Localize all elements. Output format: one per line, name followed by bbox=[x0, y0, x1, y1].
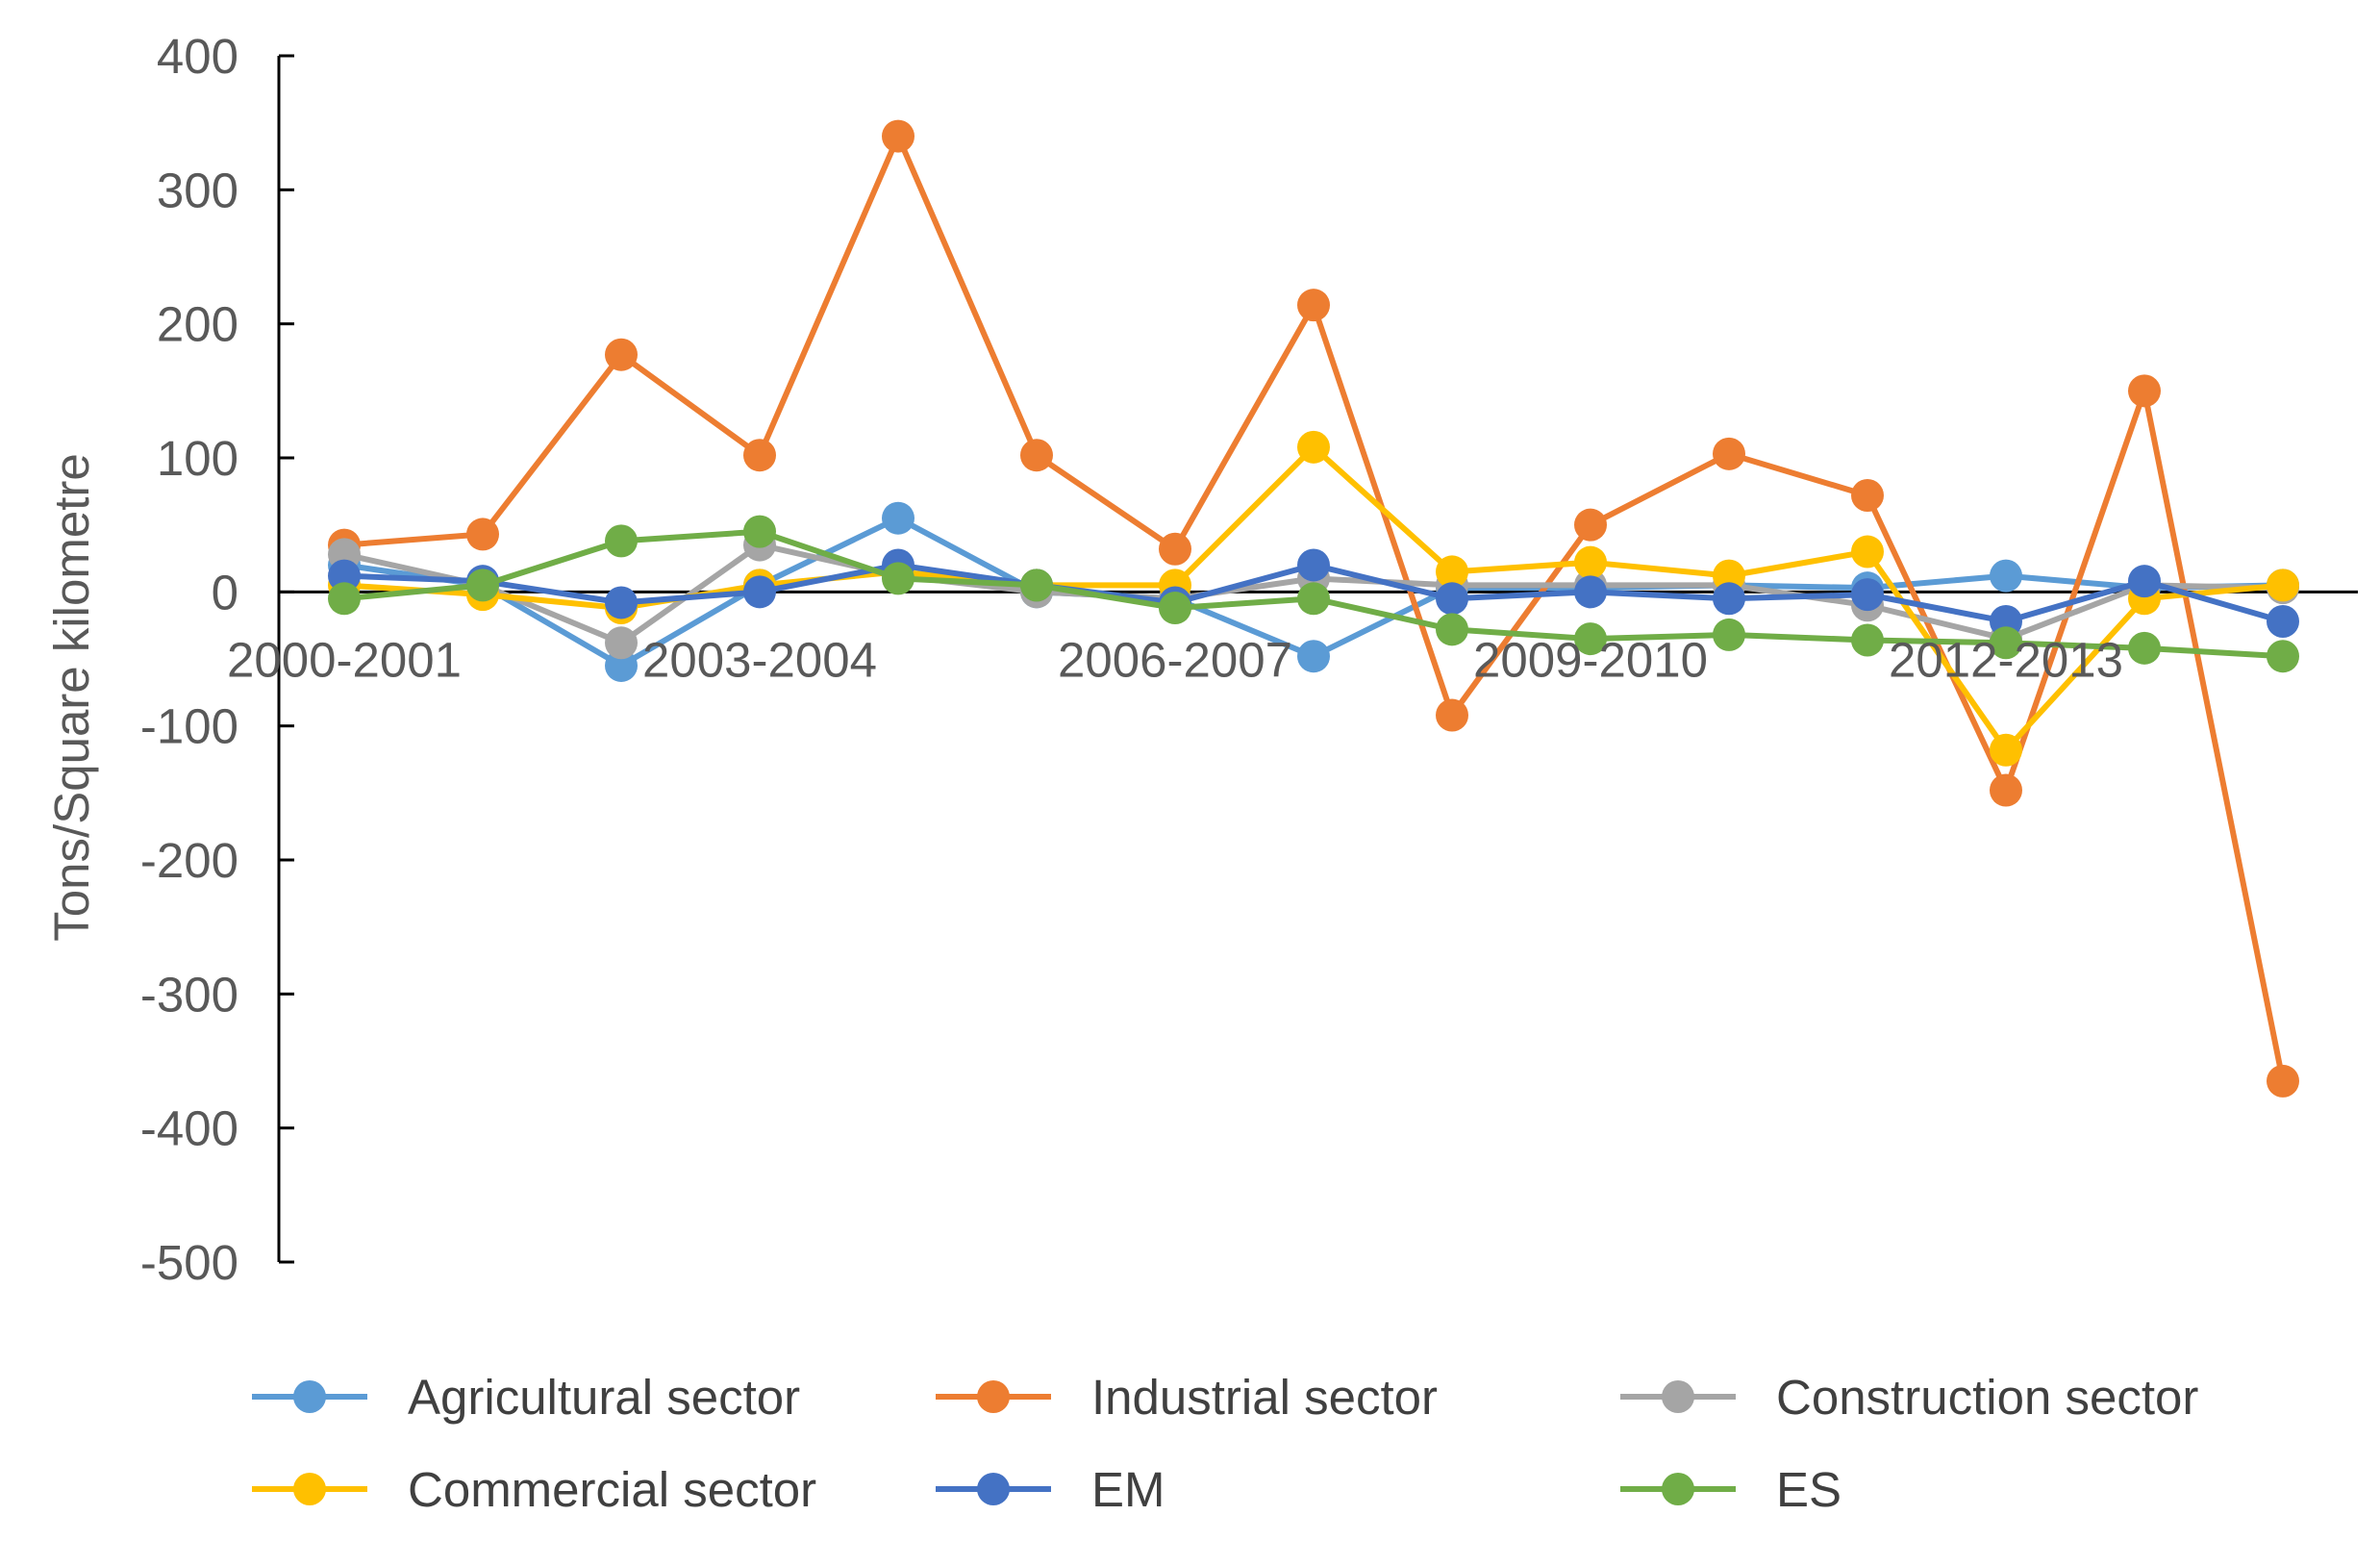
data-point bbox=[1297, 640, 1330, 673]
x-tick-label: 2003-2004 bbox=[642, 632, 877, 687]
data-point bbox=[1159, 532, 1191, 566]
data-point bbox=[1990, 773, 2022, 807]
x-tick-label: 2012-2013 bbox=[1889, 632, 2123, 687]
y-tick-label: 0 bbox=[212, 565, 238, 619]
data-point bbox=[466, 518, 499, 551]
y-tick-label: -400 bbox=[140, 1101, 238, 1156]
data-point bbox=[466, 568, 499, 602]
data-point bbox=[1574, 622, 1607, 656]
tick-labels-group: 400 300 200 100 0 -100 -200 -300 -400 -500 Tons/Sq… bbox=[44, 29, 2123, 1290]
series-es bbox=[328, 515, 2299, 673]
y-tick-label: 300 bbox=[157, 163, 238, 217]
legend-marker bbox=[977, 1380, 1010, 1413]
legend-label: Commercial sector bbox=[408, 1462, 816, 1517]
data-point bbox=[1851, 578, 1884, 612]
data-point bbox=[1713, 437, 1745, 470]
data-point bbox=[1851, 623, 1884, 657]
data-point bbox=[1713, 559, 1745, 593]
data-point bbox=[1297, 548, 1330, 582]
data-point bbox=[605, 338, 638, 371]
y-tick-label: 400 bbox=[157, 29, 238, 84]
data-point bbox=[2267, 604, 2299, 638]
x-tick-label: 2006-2007 bbox=[1058, 632, 1292, 687]
data-point bbox=[2128, 374, 2161, 408]
data-point bbox=[1020, 568, 1053, 602]
data-point bbox=[605, 648, 638, 682]
data-point bbox=[1851, 479, 1884, 513]
data-point bbox=[605, 586, 638, 619]
data-point bbox=[882, 562, 914, 595]
legend-label: Construction sector bbox=[1776, 1370, 2198, 1425]
legend-item: EM bbox=[936, 1462, 1165, 1517]
legend-label: ES bbox=[1776, 1462, 1841, 1517]
legend-marker bbox=[293, 1380, 326, 1413]
data-point bbox=[882, 119, 914, 153]
data-point bbox=[2267, 1064, 2299, 1098]
data-point bbox=[743, 515, 776, 548]
data-point bbox=[328, 559, 361, 593]
legend-marker bbox=[977, 1473, 1010, 1505]
data-point bbox=[1159, 592, 1191, 625]
data-point bbox=[1713, 582, 1745, 616]
y-tick-label: -500 bbox=[140, 1235, 238, 1290]
data-point bbox=[605, 524, 638, 558]
data-point bbox=[1574, 575, 1607, 609]
data-point bbox=[1436, 555, 1468, 589]
legend-label: Agricultural sector bbox=[408, 1370, 800, 1425]
series-group bbox=[328, 119, 2299, 1098]
data-point bbox=[2267, 640, 2299, 673]
legend-item: Commercial sector bbox=[252, 1462, 816, 1517]
data-point bbox=[605, 626, 638, 660]
data-point bbox=[1436, 582, 1468, 616]
data-point bbox=[2267, 568, 2299, 602]
data-point bbox=[328, 582, 361, 616]
data-point bbox=[743, 575, 776, 609]
data-point bbox=[2128, 631, 2161, 665]
y-tick-label: -300 bbox=[140, 967, 238, 1022]
y-tick-label: 100 bbox=[157, 431, 238, 486]
x-tick-label: 2009-2010 bbox=[1473, 632, 1708, 687]
legend: Agricultural sector Industrial sector Cons… bbox=[252, 1370, 2198, 1517]
data-point bbox=[1713, 618, 1745, 651]
data-point bbox=[743, 439, 776, 472]
y-tick-label: -200 bbox=[140, 833, 238, 888]
legend-item: Agricultural sector bbox=[252, 1370, 800, 1425]
legend-item: Construction sector bbox=[1620, 1370, 2198, 1425]
data-point bbox=[1297, 582, 1330, 616]
legend-marker bbox=[1662, 1473, 1694, 1505]
legend-label: EM bbox=[1091, 1462, 1165, 1517]
data-point bbox=[2128, 565, 2161, 598]
data-point bbox=[1851, 535, 1884, 568]
data-point bbox=[1436, 698, 1468, 732]
data-point bbox=[1020, 439, 1053, 472]
data-point bbox=[1990, 733, 2022, 767]
data-point bbox=[1297, 430, 1330, 464]
y-tick-label: 200 bbox=[157, 297, 238, 352]
data-point bbox=[1574, 508, 1607, 542]
legend-marker bbox=[293, 1473, 326, 1505]
data-point bbox=[1574, 545, 1607, 579]
y-axis-title: Tons/Square kilometre bbox=[44, 453, 99, 941]
y-tick-label: -100 bbox=[140, 699, 238, 754]
data-point bbox=[1436, 613, 1468, 646]
legend-item: Industrial sector bbox=[936, 1370, 1438, 1425]
data-point bbox=[882, 501, 914, 535]
legend-marker bbox=[1662, 1380, 1694, 1413]
data-point bbox=[1990, 559, 2022, 593]
legend-item: ES bbox=[1620, 1462, 1841, 1517]
x-tick-label: 2000-2001 bbox=[227, 632, 462, 687]
data-point bbox=[1297, 289, 1330, 322]
legend-label: Industrial sector bbox=[1091, 1370, 1438, 1425]
data-point bbox=[1990, 626, 2022, 660]
series-industrial-sector bbox=[328, 119, 2299, 1098]
